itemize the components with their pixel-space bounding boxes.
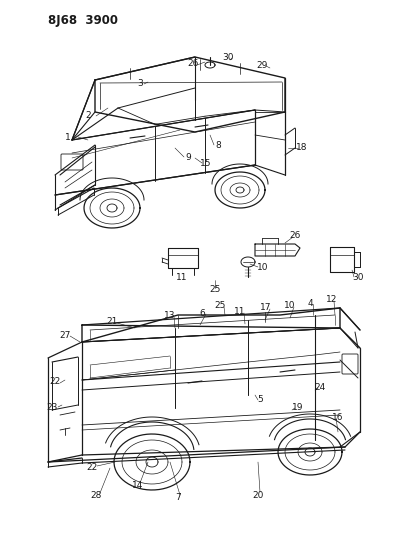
Text: 13: 13 — [164, 311, 176, 320]
FancyBboxPatch shape — [342, 354, 358, 374]
Text: 1: 1 — [65, 133, 71, 141]
FancyBboxPatch shape — [61, 154, 83, 170]
Text: 30: 30 — [222, 52, 234, 61]
Text: 30: 30 — [352, 273, 364, 282]
Text: 28: 28 — [90, 490, 102, 499]
Text: 19: 19 — [292, 403, 304, 413]
Text: 8J68  3900: 8J68 3900 — [48, 14, 118, 27]
Text: 23: 23 — [46, 403, 58, 413]
Text: 7: 7 — [175, 492, 181, 502]
Text: 11: 11 — [234, 308, 246, 317]
Text: 12: 12 — [326, 295, 338, 304]
Text: 21: 21 — [106, 318, 118, 327]
Text: 22: 22 — [86, 464, 98, 472]
Text: 17: 17 — [260, 303, 272, 312]
Text: 26: 26 — [289, 230, 301, 239]
Text: 25: 25 — [214, 301, 226, 310]
Text: 9: 9 — [185, 152, 191, 161]
Text: 6: 6 — [199, 309, 205, 318]
Text: 26: 26 — [187, 60, 199, 69]
Text: 4: 4 — [307, 298, 313, 308]
Text: 29: 29 — [256, 61, 268, 69]
Text: 8: 8 — [215, 141, 221, 149]
Text: 27: 27 — [59, 330, 71, 340]
Text: 2: 2 — [85, 110, 91, 119]
Text: 18: 18 — [296, 143, 308, 152]
Text: 15: 15 — [200, 158, 212, 167]
Text: 3: 3 — [137, 78, 143, 87]
Text: 22: 22 — [49, 377, 61, 386]
Text: 11: 11 — [176, 273, 188, 282]
Text: 5: 5 — [257, 395, 263, 405]
Text: 10: 10 — [284, 302, 296, 311]
Text: 14: 14 — [132, 481, 144, 489]
Text: 25: 25 — [209, 286, 221, 295]
Text: 16: 16 — [332, 414, 344, 423]
Text: 10: 10 — [257, 263, 269, 272]
Text: 20: 20 — [252, 490, 264, 499]
Text: 24: 24 — [314, 384, 326, 392]
